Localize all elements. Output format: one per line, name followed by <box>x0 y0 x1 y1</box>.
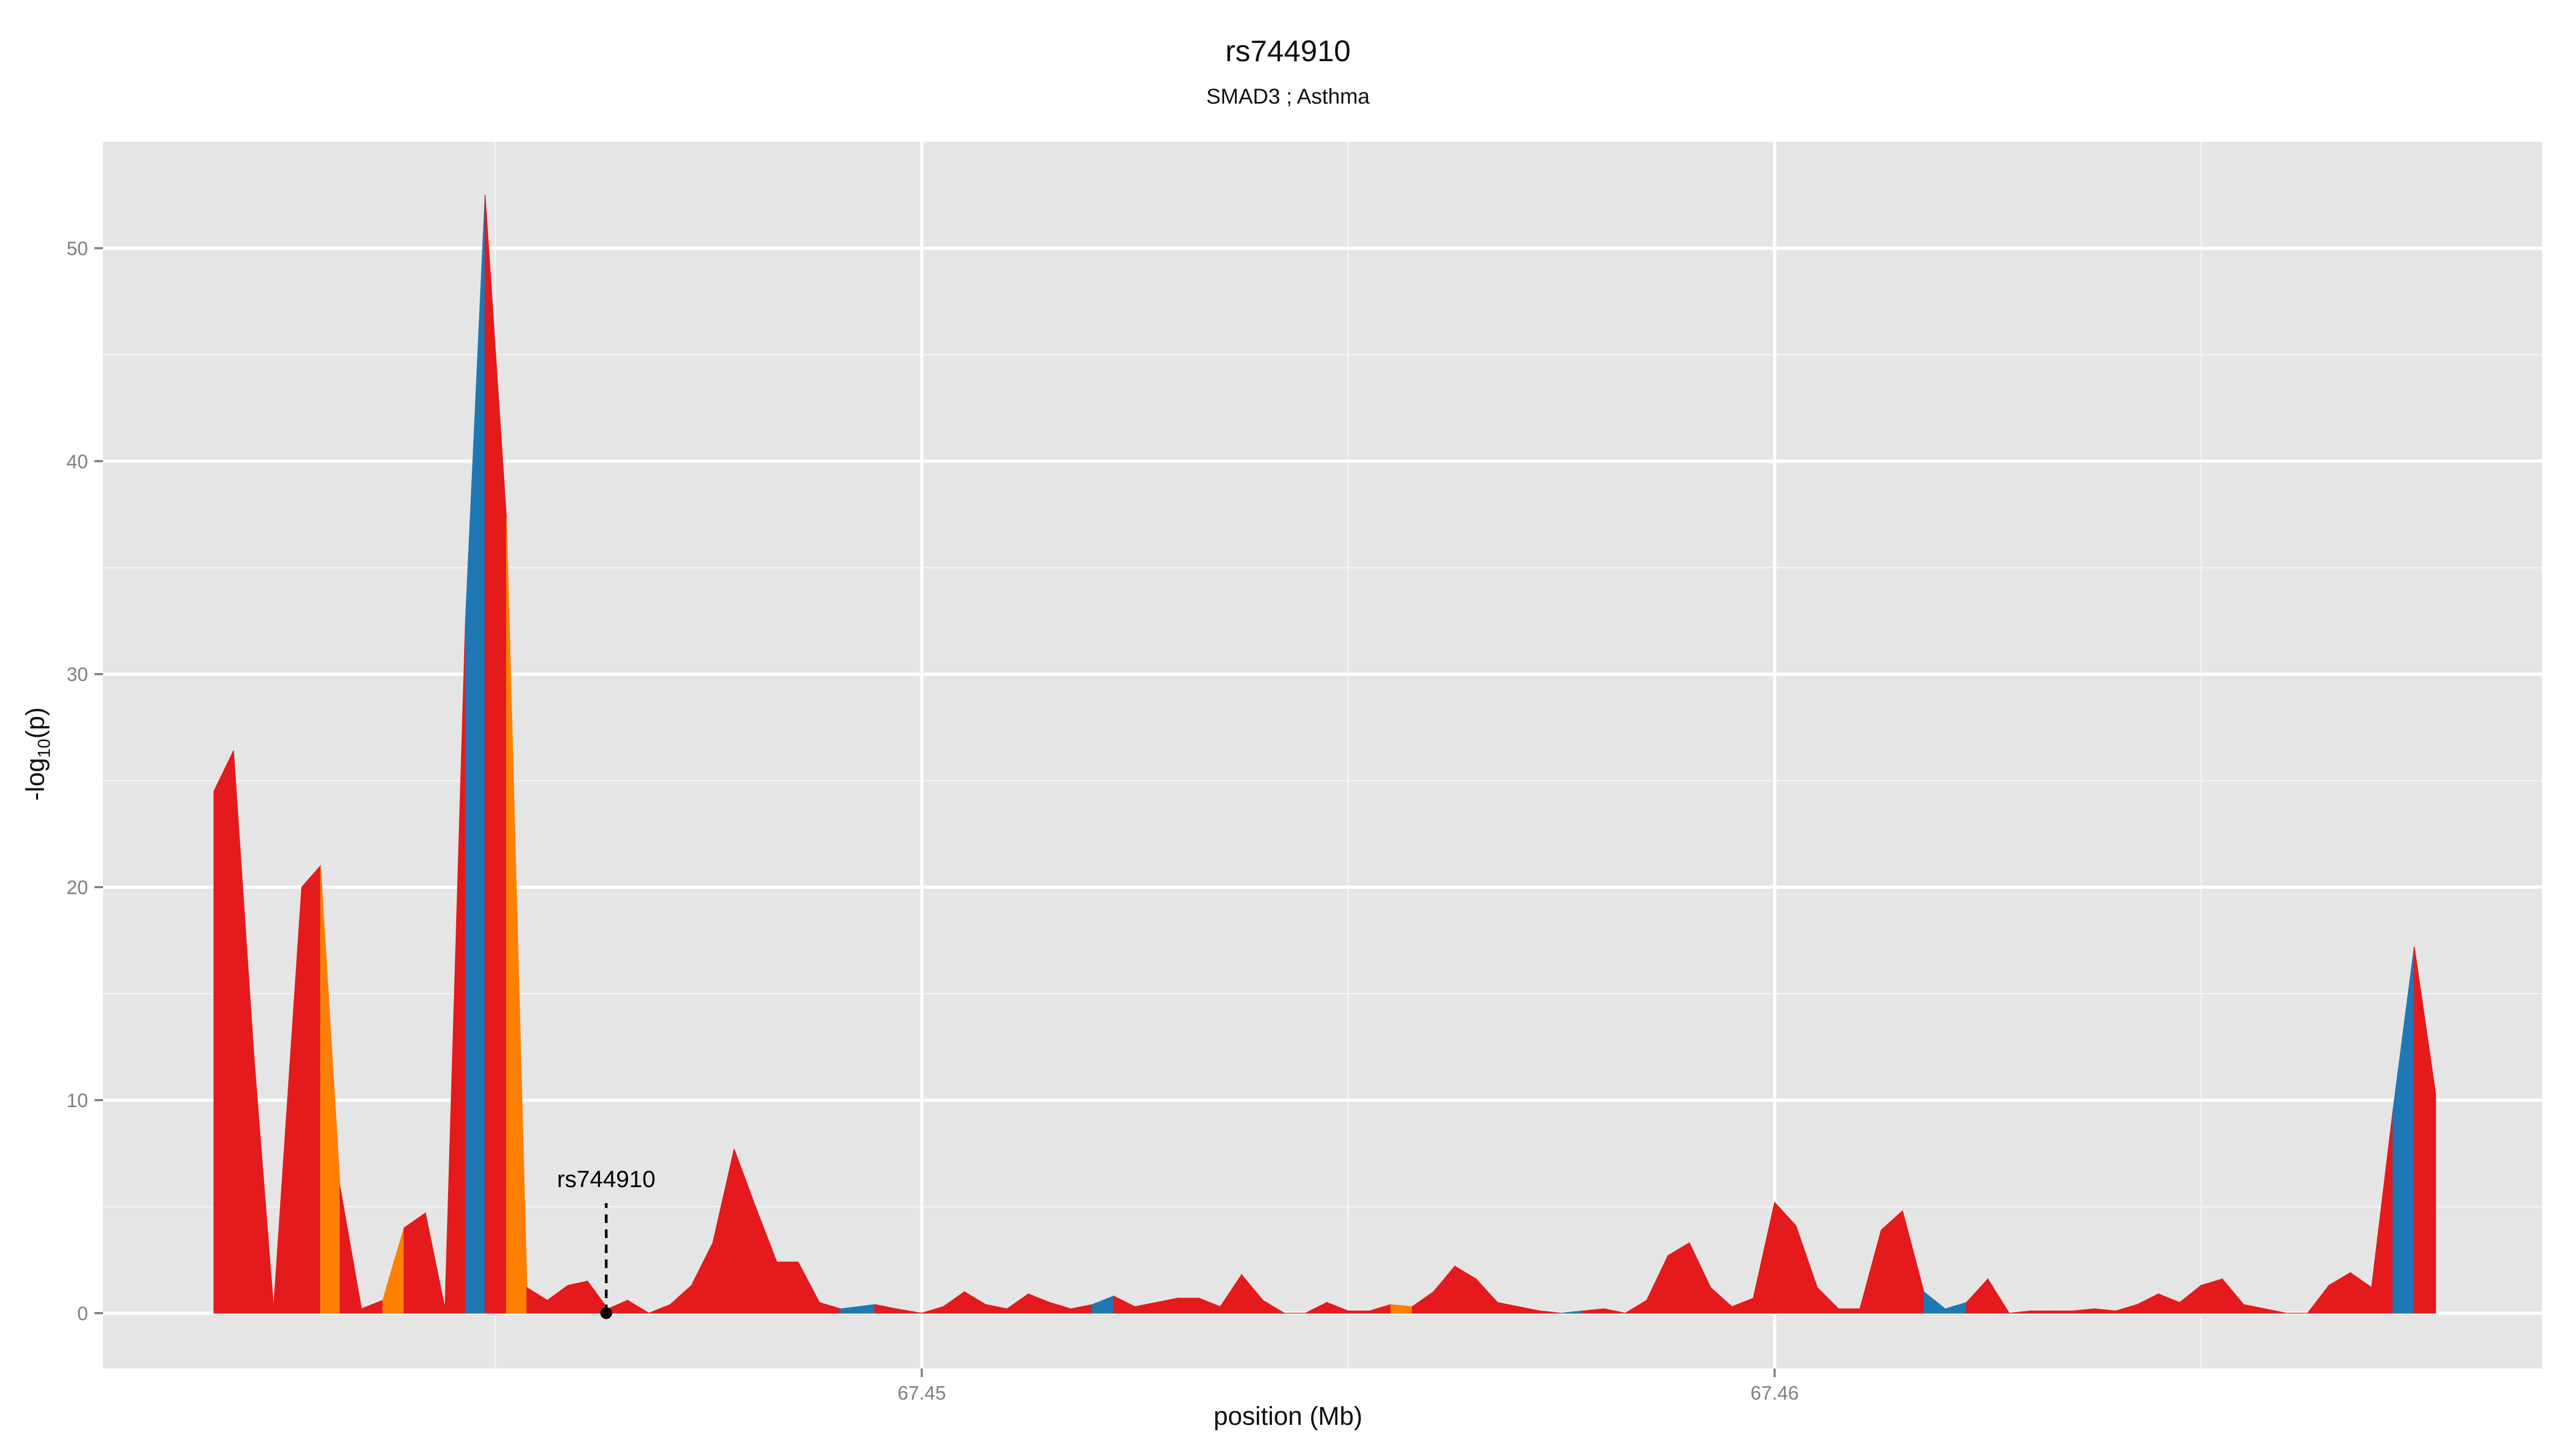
area-segment <box>627 1299 650 1314</box>
area-segment <box>2030 1311 2052 1314</box>
x-axis-label: position (Mb) <box>1213 1402 1363 1431</box>
y-tick-label: 0 <box>77 1302 88 1324</box>
area-segment <box>2413 947 2436 1314</box>
area-segment <box>776 1261 799 1314</box>
chart-subtitle: SMAD3 ; Asthma <box>1206 85 1370 108</box>
annotation-label: rs744910 <box>557 1166 655 1192</box>
area-segment <box>2200 1278 2223 1314</box>
area-segment <box>2051 1311 2074 1314</box>
area-segment <box>1348 1311 1370 1314</box>
y-tick-label: 20 <box>67 876 88 898</box>
annotation-point <box>600 1307 612 1319</box>
area-segment <box>404 1212 426 1314</box>
area-segment <box>2264 1308 2287 1314</box>
axis-ticks: 0 10 20 30 40 50 67.45 67.46 <box>67 237 1799 1404</box>
area-segment <box>1262 1299 1286 1314</box>
y-tick-label: 10 <box>67 1089 88 1111</box>
x-tick-label: 67.46 <box>1751 1382 1799 1404</box>
chart-title: rs744910 <box>1225 34 1351 68</box>
area-segment <box>1987 1277 2010 1314</box>
area-segment <box>1539 1311 1562 1314</box>
area-series <box>213 195 2436 1314</box>
area-segment <box>567 1280 588 1314</box>
annotation-group: rs744910 <box>557 1166 655 1319</box>
area-segment <box>301 865 321 1314</box>
y-tick-label: 30 <box>67 663 88 685</box>
area-segment <box>1604 1308 1626 1314</box>
area-segment <box>1838 1308 1861 1314</box>
y-axis-label: -log10(p) <box>21 707 54 801</box>
area-segment <box>213 750 234 1314</box>
x-tick-label: 67.45 <box>898 1382 946 1404</box>
y-tick-label: 50 <box>67 237 88 259</box>
area-segment <box>1177 1298 1199 1314</box>
area-segment <box>1667 1242 1690 1314</box>
area-segment <box>896 1308 922 1314</box>
y-tick-label: 40 <box>67 450 88 472</box>
